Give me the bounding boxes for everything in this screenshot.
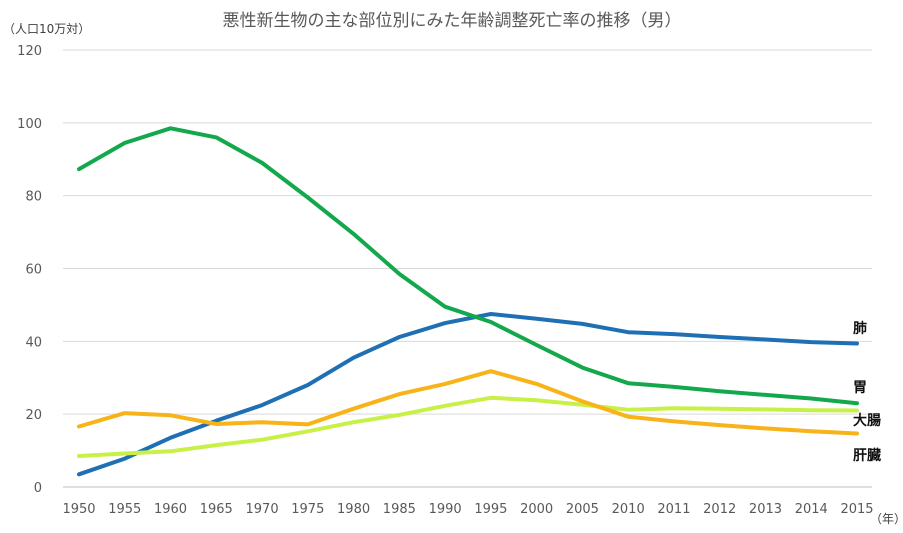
x-tick-label: 1960: [154, 502, 187, 517]
series-label-0: 肺: [853, 321, 867, 337]
x-tick-label: 2005: [566, 502, 599, 517]
series-line-3: [77, 369, 859, 436]
x-tick-label: 1965: [200, 502, 233, 517]
x-tick-label: 1975: [291, 502, 324, 517]
x-tick-label: 2011: [657, 502, 690, 517]
y-tick-label: 40: [25, 335, 42, 350]
y-axis-ticks: 0 20 40 60 80 100 120: [17, 44, 42, 496]
y-tick-label: 60: [25, 263, 42, 278]
y-tick-label: 0: [34, 481, 42, 496]
y-tick-label: 100: [17, 117, 42, 132]
x-tick-label: 1995: [474, 502, 507, 517]
series-label-3: 肝臓: [853, 447, 881, 464]
y-tick-label: 120: [17, 44, 42, 59]
x-tick-label: 2000: [520, 502, 553, 517]
x-tick-label: 1990: [429, 502, 462, 517]
x-tick-label: 1950: [62, 502, 95, 517]
x-tick-label: 2012: [703, 502, 736, 517]
x-tick-label: 1980: [337, 502, 370, 517]
x-tick-label: 2013: [749, 502, 782, 517]
series-lines: [77, 126, 859, 477]
y-tick-label: 80: [25, 190, 42, 205]
series-label-2: 大腸: [853, 412, 881, 429]
y-tick-label: 20: [25, 408, 42, 423]
x-tick-label: 2014: [795, 502, 828, 517]
x-tick-label: 1985: [383, 502, 416, 517]
x-axis-unit-label: （年）: [870, 512, 903, 526]
series-label-1: 胃: [853, 380, 867, 396]
x-tick-label: 2010: [612, 502, 645, 517]
x-tick-label: 1970: [246, 502, 279, 517]
gridlines: [63, 49, 872, 488]
x-tick-label: 1955: [108, 502, 141, 517]
x-axis-ticks: 1950 1955 1960 1965 1970 1975 1980 1985 1990 1995…: [62, 502, 873, 517]
series-line-2: [77, 395, 859, 458]
x-tick-label: 2015: [840, 502, 873, 517]
series-line-1: [77, 126, 859, 406]
chart-title: 悪性新生物の主な部位別にみた年齢調整死亡率の推移（男）: [223, 11, 682, 31]
y-axis-unit-label: （人口10万対）: [3, 22, 90, 36]
